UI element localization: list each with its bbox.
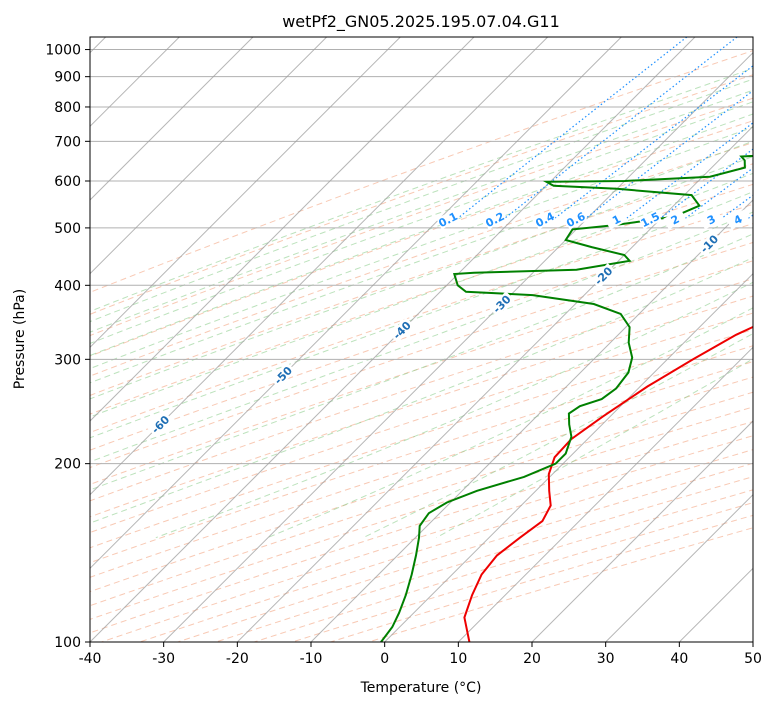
plot-area: -100-90-80-70-60-50-40-30-20-10010203040… xyxy=(90,37,753,642)
x-axis-label: Temperature (°C) xyxy=(360,680,482,696)
dry-adiabat-line xyxy=(90,278,753,502)
dewpoint-profile-line xyxy=(380,154,753,642)
plot-frame xyxy=(89,36,754,643)
dry-adiabat-line xyxy=(90,329,753,549)
y-tick-label: 800 xyxy=(54,100,81,116)
y-axis-label: Pressure (hPa) xyxy=(12,289,28,389)
isotherm-line xyxy=(90,37,696,642)
isotherm-label-bg xyxy=(147,411,174,438)
isotherm-label-bg xyxy=(270,362,296,388)
mixing-ratio-label-bg xyxy=(564,209,588,230)
dry-adiabat-line xyxy=(90,142,753,377)
isotherm-line xyxy=(163,51,753,642)
x-tick-label: -20 xyxy=(226,651,249,667)
isotherm-label-bg xyxy=(488,291,515,317)
sounding-profiles xyxy=(380,154,753,642)
temperature-profile-line xyxy=(463,325,753,642)
isotherm-line xyxy=(90,37,401,349)
dry-adiabat-line xyxy=(90,391,753,607)
mixing-ratio-label-bg xyxy=(436,209,460,230)
y-tick-label: 100 xyxy=(54,635,81,651)
y-axis-ticks: 100 200 300 400 500 600 700 800 900 1000 xyxy=(45,43,90,651)
mixing-ratio-label-bg xyxy=(533,209,557,230)
dry-adiabat-line xyxy=(90,183,753,415)
isotherm-label-bg xyxy=(590,263,617,289)
isotherm-line xyxy=(90,37,254,201)
isotherms xyxy=(90,37,753,642)
y-tick-label: 1000 xyxy=(45,43,81,59)
dry-adiabat-line xyxy=(90,163,753,396)
y-tick-label: 600 xyxy=(54,174,81,190)
mixing-ratio-line xyxy=(498,37,738,224)
isotherm-line xyxy=(90,37,549,496)
isotherm-line xyxy=(236,125,753,642)
dry-adiabat-line xyxy=(90,312,753,534)
x-axis-ticks: -40 -30 -20 -10 0 10 20 30 40 50 xyxy=(79,642,762,667)
isotherm-label-bg xyxy=(389,317,415,343)
mixing-ratio-label-bg xyxy=(663,209,687,230)
isotherm-line xyxy=(310,199,753,642)
x-tick-label: 20 xyxy=(523,651,541,667)
isotherm-label-bg xyxy=(696,231,722,257)
isotherm-line xyxy=(605,493,753,642)
dry-adiabat-line xyxy=(90,97,753,337)
x-tick-label: -10 xyxy=(300,651,323,667)
isotherm-line xyxy=(90,37,622,570)
x-tick-label: 10 xyxy=(449,651,467,667)
mixing-ratio-line xyxy=(451,37,688,224)
y-tick-label: 300 xyxy=(54,352,81,368)
mixing-ratio-label-bg xyxy=(604,209,629,230)
mixing-ratio-label-bg xyxy=(726,209,750,230)
x-tick-label: -30 xyxy=(152,651,175,667)
isotherm-line xyxy=(531,420,753,642)
dry-adiabat-line xyxy=(90,74,753,315)
x-tick-label: -40 xyxy=(79,651,102,667)
dry-adiabat-line xyxy=(90,223,753,451)
x-tick-label: 40 xyxy=(670,651,688,667)
mixing-ratio-label-bg xyxy=(699,209,723,230)
isotherm-line xyxy=(384,272,753,642)
isotherm-line xyxy=(90,37,328,275)
y-tick-label: 500 xyxy=(54,221,81,237)
y-tick-label: 700 xyxy=(54,134,81,150)
y-tick-label: 200 xyxy=(54,457,81,473)
y-tick-label: 400 xyxy=(54,278,81,294)
x-tick-label: 50 xyxy=(744,651,762,667)
mixing-ratio-label-bg xyxy=(483,209,507,230)
x-tick-label: 30 xyxy=(597,651,615,667)
y-tick-label: 900 xyxy=(54,70,81,86)
chart-title: wetPf2_GN05.2025.195.07.04.G11 xyxy=(282,12,560,32)
dry-adiabat-line xyxy=(90,50,753,293)
isotherm-line xyxy=(90,37,475,422)
isotherm-line xyxy=(457,346,753,642)
mixing-ratio-label-bg xyxy=(638,209,662,230)
x-tick-label: 0 xyxy=(380,651,389,667)
